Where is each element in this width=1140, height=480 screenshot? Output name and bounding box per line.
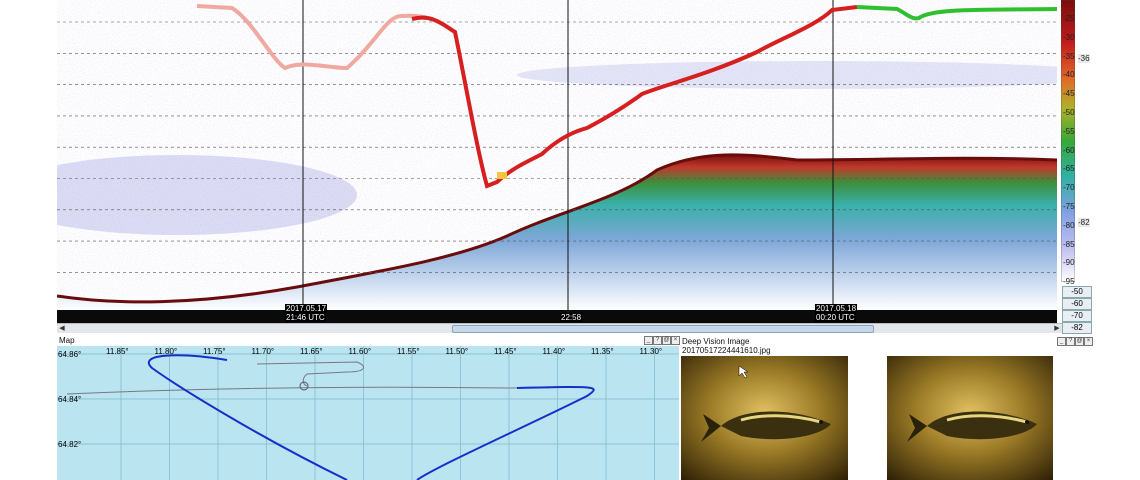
- latitude-label: 64.86°: [58, 350, 82, 359]
- color-scale-label: -55: [1063, 126, 1075, 136]
- scattering-layer-left: [57, 155, 357, 235]
- latitude-label: 64.82°: [58, 440, 82, 449]
- fish-icon: [907, 411, 1037, 442]
- longitude-label: 11.55°: [397, 347, 420, 356]
- time-date-label: 2017.05.17: [285, 304, 328, 313]
- ship-track-grey: [66, 386, 550, 395]
- color-scale-label: -65: [1063, 164, 1075, 174]
- longitude-label: 11.80°: [154, 347, 178, 356]
- longitude-label: 11.35°: [591, 347, 614, 356]
- scale-marker-lower: -82: [1078, 218, 1090, 227]
- longitude-label: 11.45°: [494, 347, 517, 356]
- color-scale-label: -25: [1063, 14, 1075, 23]
- pin-button[interactable]: @: [662, 336, 671, 345]
- color-scale-label: -95: [1063, 277, 1075, 287]
- scroll-right-arrow[interactable]: ▶: [1054, 325, 1060, 332]
- echogram-plot[interactable]: [57, 0, 1057, 323]
- color-scale-bar: [1061, 0, 1075, 282]
- depth-axis: [0, 0, 57, 323]
- longitude-label: 11.30°: [639, 347, 663, 356]
- close-button[interactable]: ×: [1084, 337, 1093, 346]
- color-scale-label: -35: [1063, 51, 1075, 61]
- color-scale-label: -80: [1063, 220, 1075, 230]
- time-strip: [57, 310, 1057, 323]
- depth-gridlines: [57, 21, 1057, 273]
- minimize-button[interactable]: _: [1057, 337, 1066, 346]
- time-clock-label: 22:58: [560, 313, 583, 322]
- scale-marker-upper: -36: [1078, 54, 1090, 63]
- longitude-label: 11.75°: [203, 347, 226, 356]
- longitude-label: 11.70°: [251, 347, 275, 356]
- longitude-label: 11.40°: [542, 347, 566, 356]
- image-filename: 20170517224441610.jpg: [682, 346, 771, 355]
- station-marker: [299, 381, 309, 391]
- help-button[interactable]: ?: [653, 336, 662, 345]
- track-marker: [497, 172, 507, 179]
- time-marker-lines: [302, 0, 834, 323]
- scroll-thumb[interactable]: [452, 325, 874, 333]
- color-scale-label: -90: [1063, 258, 1075, 268]
- pin-button[interactable]: @: [1075, 337, 1084, 346]
- color-scale-label: -50: [1063, 108, 1075, 117]
- color-scale-label: -75: [1063, 202, 1075, 211]
- longitude-label: 11.65°: [300, 347, 323, 356]
- color-scale-label: -40: [1063, 70, 1075, 80]
- latitude-label: 64.84°: [58, 395, 82, 404]
- minimize-button[interactable]: _: [644, 336, 653, 345]
- close-button[interactable]: ×: [671, 336, 680, 345]
- map-panel-title: Map: [59, 336, 75, 345]
- seabed-line: [57, 153, 1057, 304]
- scattering-layer-right: [517, 61, 1057, 89]
- threshold-box[interactable]: -70: [1062, 310, 1092, 322]
- color-scale-label: -85: [1063, 239, 1075, 249]
- longitude-label: 11.85°: [106, 347, 129, 356]
- vessel-track-faint: [196, 4, 457, 71]
- time-date-label: 2017.05.18: [815, 304, 858, 313]
- deep-vision-image-right[interactable]: [887, 356, 1053, 480]
- time-clock-label: 00:20 UTC: [815, 313, 856, 322]
- fish-icon: [701, 411, 831, 442]
- color-scale-label: -45: [1063, 89, 1075, 99]
- color-scale-label: -60: [1063, 145, 1075, 155]
- color-scale-label: -30: [1063, 32, 1075, 42]
- threshold-box[interactable]: -50: [1062, 286, 1092, 298]
- echogram-scrollbar[interactable]: ◀ ▶: [57, 323, 1062, 333]
- mouse-cursor-icon: [738, 365, 749, 379]
- vessel-track-green: [856, 5, 1057, 21]
- seabed-echo: [57, 154, 1057, 310]
- deep-vision-image-left[interactable]: [681, 356, 848, 480]
- map-grid: [57, 346, 679, 480]
- vessel-track: [411, 5, 858, 189]
- help-button[interactable]: ?: [1066, 337, 1075, 346]
- ship-track-blue: [148, 354, 595, 480]
- threshold-box[interactable]: -82: [1062, 322, 1092, 334]
- color-scale-label: -70: [1063, 183, 1075, 193]
- scroll-left-arrow[interactable]: ◀: [59, 325, 65, 332]
- deep-vision-title: Deep Vision Image: [682, 337, 750, 346]
- longitude-label: 11.50°: [445, 347, 469, 356]
- ship-track-grey-loop: [256, 361, 365, 387]
- threshold-box[interactable]: -60: [1062, 298, 1092, 310]
- map-canvas: [57, 346, 679, 480]
- time-clock-label: 21:46 UTC: [285, 313, 326, 322]
- map-view[interactable]: 11.85° 11.80° 11.75° 11.70° 11.65° 11.60° 11.5…: [57, 346, 679, 480]
- longitude-label: 11.60°: [348, 347, 372, 356]
